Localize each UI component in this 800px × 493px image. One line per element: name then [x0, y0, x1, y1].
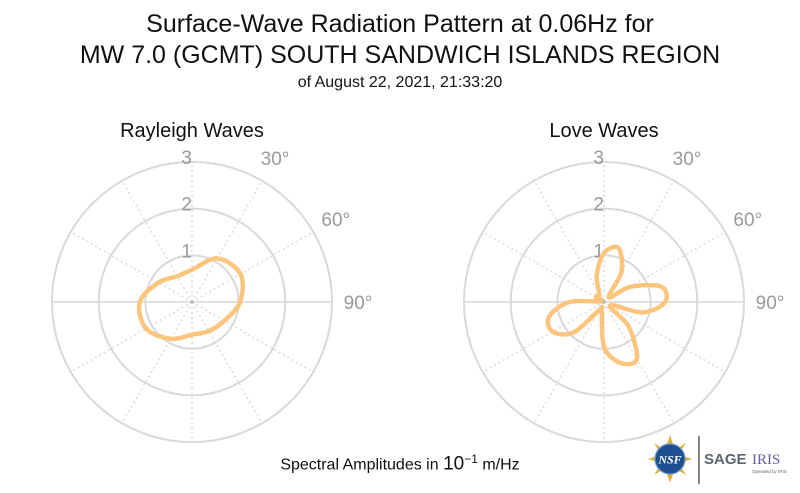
rayleigh-radial-tick-label: 1 [181, 241, 192, 262]
rayleigh-panel-title: Rayleigh Waves [120, 120, 264, 142]
caption-base: 10 [443, 453, 465, 475]
rayleigh-angle-tick-label: 90° [344, 293, 373, 314]
love-radial-tick-label: 2 [593, 195, 604, 216]
love-angle-tick-label: 60° [733, 210, 762, 231]
love-spoke [533, 180, 605, 303]
rayleigh-ring [51, 161, 333, 443]
sponsor-logos: NSF SAGE IRIS Operated by IRIS [648, 435, 787, 484]
rayleigh-spoke [121, 180, 193, 303]
chart-subtitle-date: of August 22, 2021, 21:33:20 [297, 74, 503, 91]
rayleigh-center-point [190, 300, 194, 304]
love-spoke [482, 231, 605, 303]
caption-exponent: −1 [464, 452, 478, 466]
rayleigh-spoke [191, 231, 314, 303]
love-spoke [603, 231, 726, 303]
love-pattern-curve [545, 244, 670, 367]
chart-title-line-2: MW 7.0 (GCMT) SOUTH SANDWICH ISLANDS REG… [79, 41, 721, 69]
love-spoke [603, 301, 675, 424]
rayleigh-spoke [191, 180, 263, 303]
operated-by-text: Operated by IRIS [752, 469, 787, 474]
rayleigh-pattern-curve [136, 256, 245, 342]
nsf-text: NSF [657, 453, 681, 467]
love-ring [509, 207, 699, 397]
rayleigh-angle-tick-label: 30° [261, 149, 290, 170]
rayleigh-spoke [191, 301, 314, 373]
rayleigh-spoke [70, 231, 193, 303]
love-angle-tick-label: 90° [756, 293, 785, 314]
love-spoke [482, 301, 605, 373]
caption-unit: m/Hz [477, 456, 520, 474]
nsf-seal [655, 444, 685, 474]
love-spoke [603, 180, 675, 303]
love-radial-tick-label: 3 [593, 148, 604, 169]
rayleigh-ring [97, 207, 287, 397]
love-radial-tick-label: 1 [593, 241, 604, 262]
rayleigh-spoke [70, 301, 193, 373]
love-angle-tick-label: 30° [673, 149, 702, 170]
caption-prefix: Spectral Amplitudes in [280, 456, 444, 474]
love-spoke [603, 301, 726, 373]
rayleigh-spoke [191, 301, 263, 424]
rayleigh-angle-tick-label: 60° [321, 210, 350, 231]
rayleigh-radial-tick-label: 3 [181, 148, 192, 169]
love-spoke [533, 301, 605, 424]
rayleigh-radial-tick-label: 2 [181, 195, 192, 216]
nsf-logo: NSF [648, 435, 692, 483]
love-panel-title: Love Waves [549, 120, 659, 142]
iris-text: IRIS [752, 452, 780, 468]
sage-text: SAGE [704, 451, 747, 468]
love-center-point [602, 300, 606, 304]
love-ring [463, 161, 745, 443]
chart-title-line-1: Surface-Wave Radiation Pattern at 0.06Hz… [146, 10, 654, 38]
amplitude-units-caption: Spectral Amplitudes in 10−1 m/Hz [0, 452, 800, 475]
rayleigh-spoke [121, 301, 193, 424]
